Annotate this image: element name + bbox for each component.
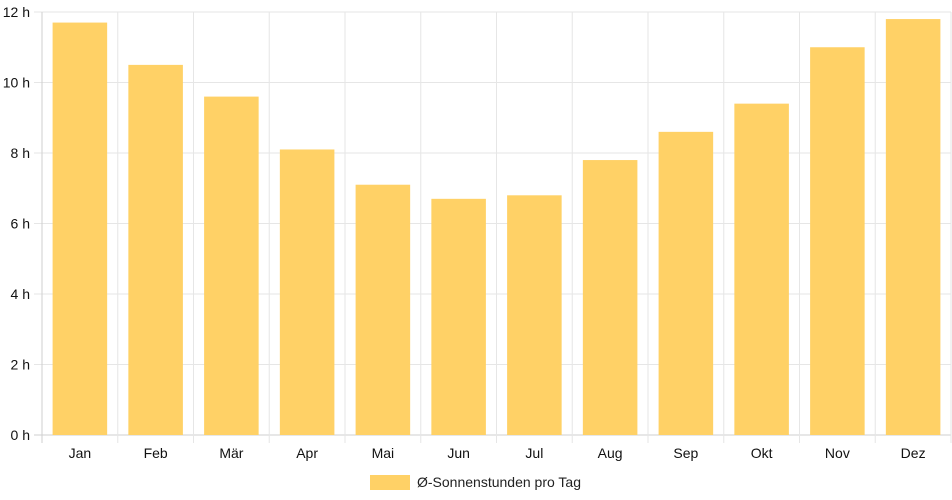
bar-Mär[interactable] bbox=[204, 96, 259, 435]
grid-lines bbox=[34, 11, 952, 443]
bar-Mai[interactable] bbox=[355, 184, 411, 435]
y-tick-label: 4 h bbox=[11, 286, 30, 302]
x-tick-label: Mai bbox=[372, 445, 395, 461]
y-tick-label: 12 h bbox=[3, 4, 30, 20]
bar-Okt[interactable] bbox=[734, 103, 789, 436]
legend-label[interactable]: Ø-Sonnenstunden pro Tag bbox=[417, 474, 581, 490]
x-tick-label: Feb bbox=[144, 445, 168, 461]
x-tick-label: Mär bbox=[219, 445, 243, 461]
x-tick-label: Dez bbox=[901, 445, 926, 461]
bar-Feb[interactable] bbox=[128, 64, 183, 435]
bar-Nov[interactable] bbox=[810, 47, 865, 435]
y-tick-label: 0 h bbox=[11, 427, 30, 443]
y-tick-label: 2 h bbox=[11, 357, 30, 373]
y-axis-tick-labels: 0 h 2 h 4 h 6 h 8 h 10 h 12 h bbox=[3, 4, 30, 443]
bar-Sep[interactable] bbox=[658, 131, 714, 435]
bar-Apr[interactable] bbox=[279, 149, 335, 435]
y-tick-label: 8 h bbox=[11, 145, 30, 161]
legend[interactable]: Ø-Sonnenstunden pro Tag bbox=[370, 474, 581, 490]
bar-Jan[interactable] bbox=[52, 22, 108, 435]
x-tick-label: Sep bbox=[673, 445, 698, 461]
x-tick-label: Nov bbox=[825, 445, 850, 461]
bar-Aug[interactable] bbox=[582, 160, 638, 436]
x-tick-label: Jun bbox=[447, 445, 470, 461]
x-tick-label: Okt bbox=[751, 445, 773, 461]
x-tick-label: Apr bbox=[296, 445, 318, 461]
bar-Jul[interactable] bbox=[507, 195, 562, 435]
bar-Jun[interactable] bbox=[431, 198, 486, 435]
y-tick-label: 10 h bbox=[3, 75, 30, 91]
x-axis-tick-labels: Jan Feb Mär Apr Mai Jun Jul Aug Sep Okt Nov Dez bbox=[69, 445, 926, 461]
x-tick-label: Jan bbox=[69, 445, 92, 461]
x-tick-label: Jul bbox=[525, 445, 543, 461]
x-tick-label: Aug bbox=[598, 445, 623, 461]
y-tick-label: 6 h bbox=[11, 216, 30, 232]
bar-Dez[interactable] bbox=[885, 19, 941, 436]
legend-swatch[interactable] bbox=[370, 475, 410, 490]
bars bbox=[52, 19, 941, 436]
